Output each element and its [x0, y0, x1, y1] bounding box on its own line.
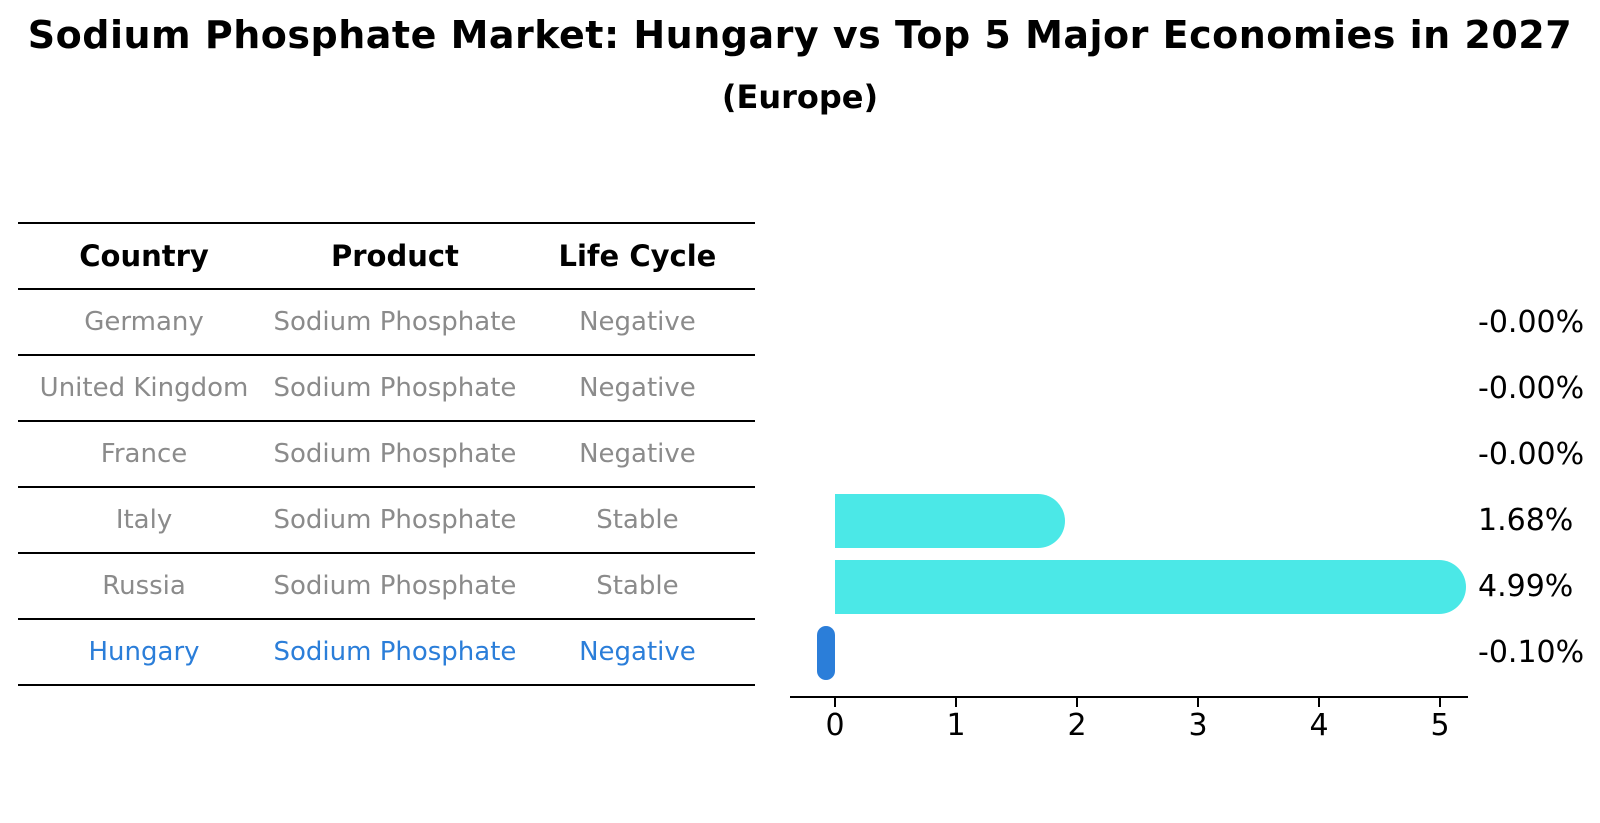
country-cell: United Kingdom	[39, 373, 249, 403]
product-cell: Sodium Phosphate	[273, 571, 517, 601]
table-header-row: Country Product Life Cycle	[18, 222, 755, 290]
lifecycle-cell: Negative	[579, 637, 696, 667]
x-tick-label: 5	[1430, 708, 1450, 743]
table-row: Italy Sodium Phosphate Stable	[18, 488, 755, 554]
chart-subtitle: (Europe)	[721, 78, 879, 116]
value-label: -0.00%	[1478, 305, 1585, 340]
x-tick-mark	[834, 698, 836, 707]
x-tick-label: 1	[946, 708, 966, 743]
x-tick-label: 0	[825, 708, 845, 743]
x-tick-label: 4	[1309, 708, 1329, 743]
bar-russia	[835, 560, 1466, 614]
value-label: -0.00%	[1478, 371, 1585, 406]
table-row: Russia Sodium Phosphate Stable	[18, 554, 755, 620]
product-cell: Sodium Phosphate	[273, 307, 517, 337]
x-tick-label: 2	[1067, 708, 1087, 743]
country-cell: Russia	[102, 571, 186, 601]
x-tick-mark	[1197, 698, 1199, 707]
value-label: 1.68%	[1478, 503, 1574, 538]
value-label: -0.10%	[1478, 635, 1585, 670]
lifecycle-cell: Negative	[579, 439, 696, 469]
x-axis-line	[790, 696, 1468, 698]
product-cell: Sodium Phosphate	[273, 637, 517, 667]
x-tick-mark	[955, 698, 957, 707]
product-cell: Sodium Phosphate	[273, 439, 517, 469]
country-cell: Italy	[115, 505, 173, 535]
table-row: France Sodium Phosphate Negative	[18, 422, 755, 488]
country-cell: Hungary	[88, 637, 200, 667]
lifecycle-cell: Stable	[596, 571, 679, 601]
col-header-product: Product	[330, 239, 459, 273]
x-tick-label: 3	[1188, 708, 1208, 743]
country-cell: France	[100, 439, 188, 469]
product-cell: Sodium Phosphate	[273, 373, 517, 403]
product-cell: Sodium Phosphate	[273, 505, 517, 535]
table-row: United Kingdom Sodium Phosphate Negative	[18, 356, 755, 422]
x-tick-mark	[1318, 698, 1320, 707]
country-table: Country Product Life Cycle Germany Sodiu…	[18, 222, 755, 686]
lifecycle-cell: Stable	[596, 505, 679, 535]
table-row: Germany Sodium Phosphate Negative	[18, 290, 755, 356]
col-header-country: Country	[79, 239, 209, 273]
x-tick-mark	[1439, 698, 1441, 707]
table-row-hungary: Hungary Sodium Phosphate Negative	[18, 620, 755, 686]
lifecycle-cell: Negative	[579, 373, 696, 403]
value-label: 4.99%	[1478, 569, 1574, 604]
country-cell: Germany	[84, 307, 204, 337]
x-tick-mark	[1076, 698, 1078, 707]
bar-italy	[835, 494, 1066, 548]
bar-hungary	[816, 626, 835, 680]
chart-title: Sodium Phosphate Market: Hungary vs Top …	[27, 13, 1573, 57]
lifecycle-cell: Negative	[579, 307, 696, 337]
value-label: -0.00%	[1478, 437, 1585, 472]
col-header-lifecycle: Life Cycle	[558, 239, 717, 273]
